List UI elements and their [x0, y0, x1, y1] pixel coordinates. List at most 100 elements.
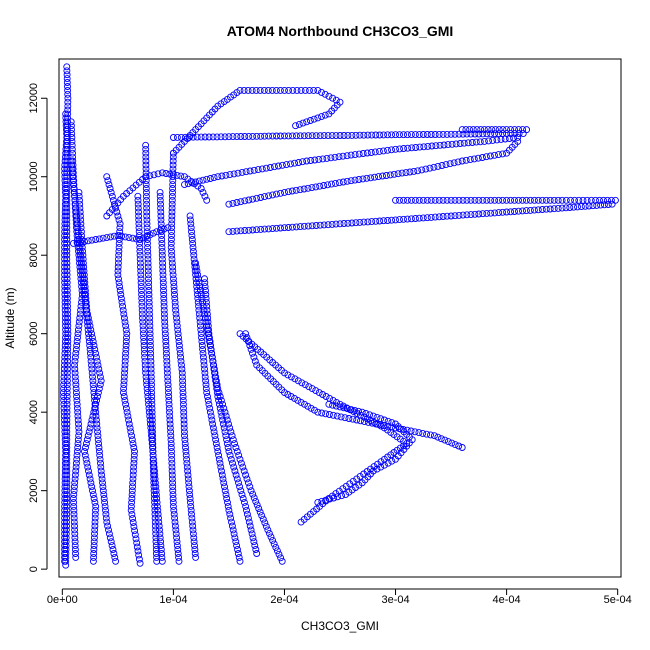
- data-point: [188, 514, 196, 522]
- data-point: [82, 444, 89, 451]
- data-point: [63, 192, 71, 200]
- data-point: [130, 463, 138, 471]
- data-point: [189, 526, 197, 534]
- data-point: [78, 267, 86, 275]
- data-point: [86, 424, 94, 432]
- data-point: [90, 389, 98, 397]
- data-point: [534, 196, 542, 204]
- data-point: [270, 163, 278, 171]
- data-point: [64, 326, 72, 334]
- data-point: [168, 463, 176, 471]
- data-point: [202, 291, 210, 298]
- x-axis-label: CH3CO3_GMI: [301, 619, 379, 633]
- data-point: [600, 201, 608, 209]
- data-point: [503, 196, 511, 204]
- data-point: [63, 79, 71, 86]
- data-point: [89, 491, 97, 499]
- data-point: [296, 186, 304, 194]
- data-point: [204, 393, 211, 400]
- data-point: [312, 132, 320, 140]
- data-point: [204, 396, 212, 404]
- data-point: [147, 373, 155, 381]
- data-point: [146, 330, 154, 338]
- data-point: [115, 247, 123, 255]
- data-point: [142, 377, 150, 385]
- data-point: [81, 287, 89, 294]
- data-point: [82, 294, 90, 302]
- data-point: [220, 424, 228, 432]
- data-point: [269, 225, 277, 233]
- data-point: [63, 212, 71, 220]
- data-point: [63, 479, 71, 487]
- data-point: [63, 196, 71, 204]
- data-point: [67, 157, 75, 165]
- data-point: [428, 142, 436, 150]
- data-point: [459, 211, 467, 219]
- data-point: [68, 161, 76, 169]
- data-point: [145, 287, 153, 294]
- data-point: [144, 393, 152, 400]
- data-point: [78, 232, 86, 240]
- data-point: [63, 137, 71, 145]
- data-point: [202, 294, 210, 302]
- data-point: [61, 424, 69, 432]
- data-point: [206, 334, 213, 342]
- data-point: [339, 178, 347, 186]
- data-point: [93, 396, 101, 404]
- data-point: [450, 159, 458, 167]
- data-point: [514, 134, 522, 141]
- data-point: [347, 151, 355, 159]
- data-point: [166, 416, 174, 424]
- data-point: [127, 502, 135, 510]
- data-point: [64, 98, 72, 106]
- data-point: [325, 411, 333, 418]
- data-point: [77, 259, 85, 267]
- data-point: [63, 145, 71, 153]
- data-point: [63, 279, 71, 287]
- data-point: [117, 294, 125, 302]
- data-point: [197, 287, 204, 294]
- data-point: [84, 310, 92, 318]
- data-point: [147, 377, 155, 385]
- data-point: [221, 483, 228, 491]
- data-point: [175, 557, 183, 565]
- data-point: [158, 169, 166, 177]
- data-point: [61, 495, 69, 502]
- data-point: [174, 326, 182, 334]
- data-point: [93, 357, 101, 365]
- data-point: [136, 239, 144, 247]
- data-point: [169, 185, 177, 192]
- data-point: [61, 420, 69, 428]
- data-point: [143, 228, 151, 236]
- data-point: [145, 306, 153, 314]
- data-point: [159, 283, 167, 291]
- data-point: [222, 491, 230, 499]
- data-point: [75, 255, 83, 263]
- data-point: [63, 208, 71, 216]
- data-point: [63, 495, 71, 502]
- data-point: [63, 267, 71, 275]
- data-point: [372, 131, 380, 139]
- data-point: [455, 130, 463, 138]
- data-point: [495, 209, 503, 217]
- data-point: [435, 213, 443, 221]
- data-point: [159, 263, 167, 271]
- data-point: [168, 204, 176, 212]
- data-point: [150, 479, 158, 487]
- data-point: [143, 208, 151, 216]
- data-point: [384, 459, 392, 467]
- data-point: [64, 342, 72, 349]
- data-point: [166, 170, 174, 178]
- data-point: [273, 132, 280, 140]
- data-point: [64, 334, 72, 342]
- data-point: [550, 196, 558, 204]
- data-point: [479, 210, 487, 218]
- data-point: [199, 349, 207, 357]
- data-point: [202, 385, 210, 393]
- data-point: [63, 502, 71, 510]
- data-point: [137, 279, 145, 287]
- data-point: [155, 518, 163, 526]
- data-point: [120, 314, 128, 322]
- data-point: [196, 283, 204, 291]
- data-point: [107, 233, 114, 241]
